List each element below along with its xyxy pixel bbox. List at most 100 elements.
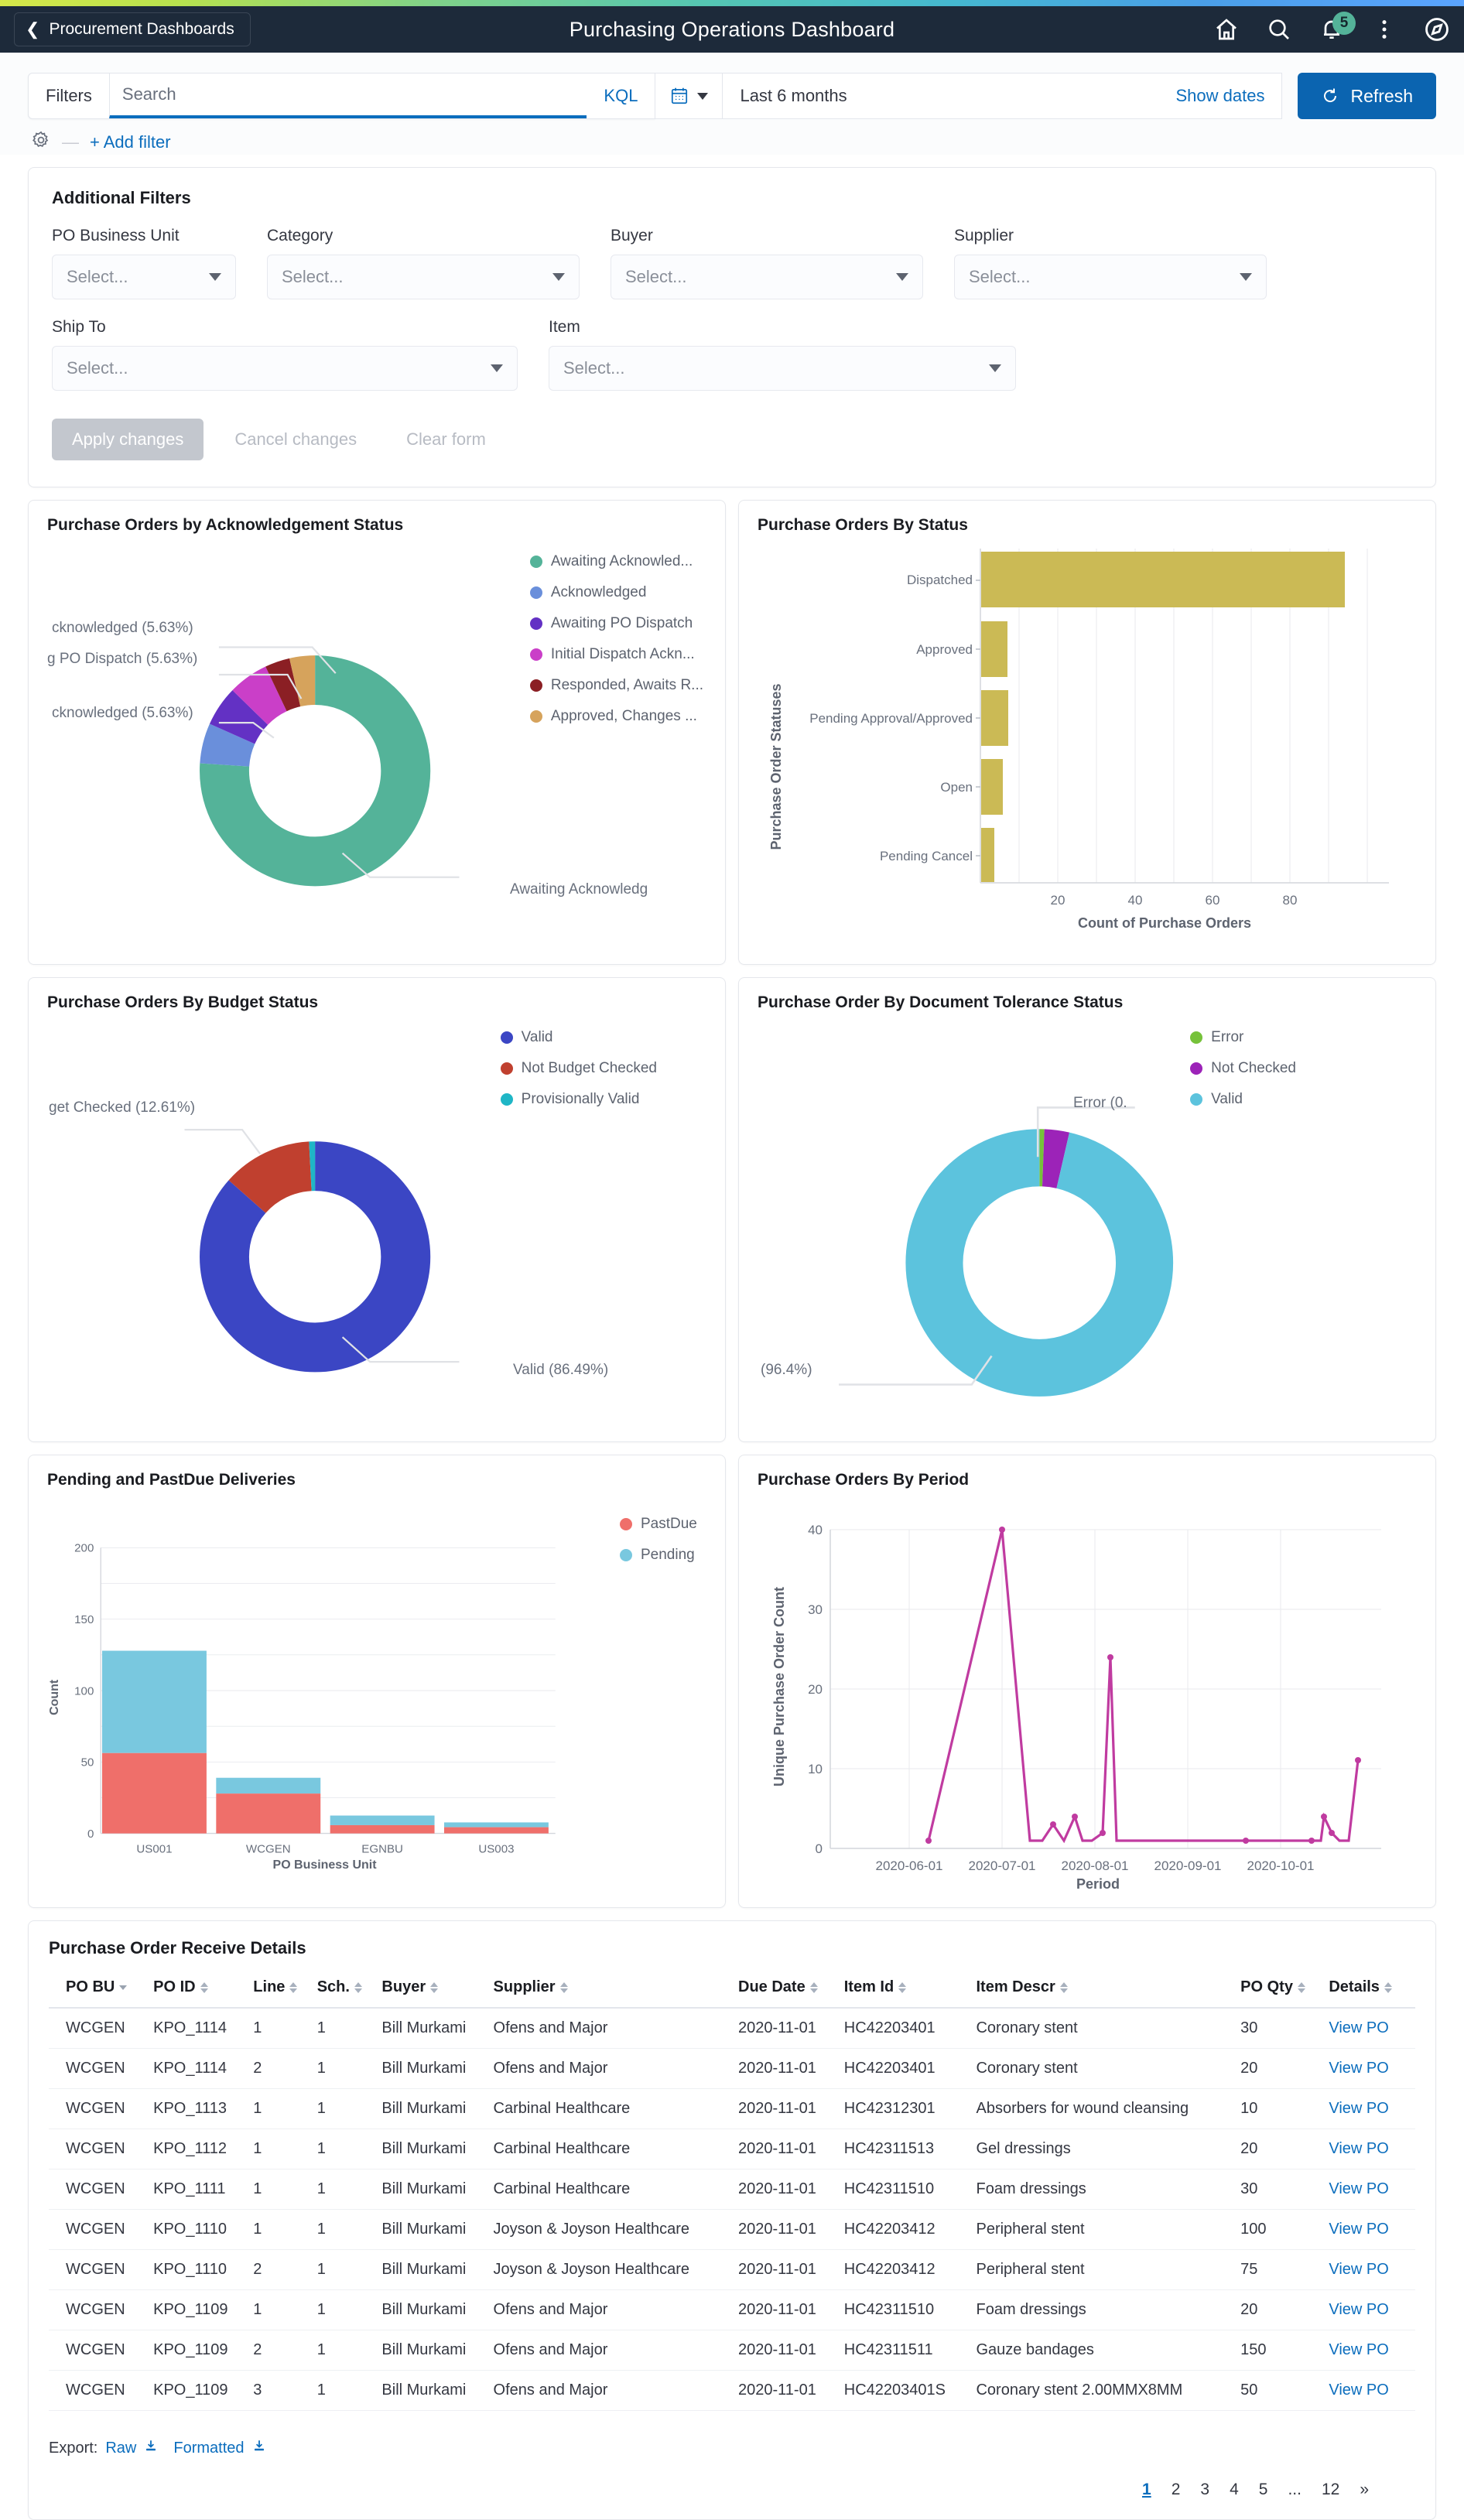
table-cell: 2020-11-01 — [738, 2169, 844, 2210]
kebab-menu-icon[interactable] — [1371, 16, 1397, 43]
legend-item[interactable]: Awaiting Acknowled... — [529, 553, 703, 570]
download-icon[interactable] — [252, 2439, 266, 2457]
table-cell: HC42203412 — [843, 2209, 977, 2250]
chart-canvas: Count — [47, 1489, 706, 1892]
home-icon[interactable] — [1213, 16, 1240, 43]
table-cell: 10 — [1240, 2088, 1329, 2129]
kql-toggle[interactable]: KQL — [604, 86, 638, 105]
view-po-link[interactable]: View PO — [1329, 2330, 1415, 2371]
legend-item[interactable]: Acknowledged — [529, 584, 703, 601]
bar-svg: Purchase Order Statuses — [768, 549, 1389, 931]
export-raw-link[interactable]: Raw — [105, 2439, 137, 2457]
y-tick-label: 10 — [808, 1762, 823, 1776]
x-tick-label: 2020-08-01 — [1062, 1858, 1129, 1873]
legend-item[interactable]: PastDue — [620, 1516, 697, 1533]
col-po-bu[interactable]: PO BU — [49, 1978, 154, 2009]
legend-item[interactable]: Initial Dispatch Ackn... — [529, 646, 703, 663]
search-icon[interactable] — [1266, 16, 1292, 43]
page-link[interactable]: 1 — [1142, 2481, 1151, 2498]
col-po-id[interactable]: PO ID — [153, 1978, 254, 2009]
chart-legend: Awaiting Acknowled... Acknowledged Await… — [529, 553, 703, 725]
add-filter-link[interactable]: + Add filter — [90, 132, 171, 152]
col-line[interactable]: Line — [253, 1978, 317, 2009]
y-tick-label: 30 — [808, 1602, 823, 1617]
chart-canvas: Error (0. (96.4%) Error Not Checked Vali… — [758, 1012, 1417, 1426]
apply-changes-button[interactable]: Apply changes — [52, 419, 204, 460]
breadcrumb-back-button[interactable]: ❮ Procurement Dashboards — [14, 12, 251, 46]
filters-label[interactable]: Filters — [46, 86, 92, 105]
legend-item[interactable]: Approved, Changes ... — [529, 708, 703, 725]
page-link[interactable]: 12 — [1321, 2481, 1340, 2498]
gear-icon[interactable] — [31, 130, 51, 155]
table-cell: 1 — [253, 2128, 317, 2170]
table-cell: Coronary stent 2.00MMX8MM — [976, 2370, 1241, 2411]
legend-item[interactable]: Awaiting PO Dispatch — [529, 615, 703, 632]
refresh-button[interactable]: Refresh — [1298, 73, 1436, 119]
export-row: Export: Raw Formatted — [49, 2439, 1415, 2457]
view-po-link[interactable]: View PO — [1329, 2209, 1415, 2250]
legend-label: Valid — [1211, 1091, 1243, 1107]
legend-item[interactable]: Pending — [620, 1547, 697, 1564]
show-dates-link[interactable]: Show dates — [1175, 86, 1265, 105]
col-buyer[interactable]: Buyer — [381, 1978, 494, 2009]
select-buyer[interactable]: Select... — [611, 255, 923, 299]
donut-callout-1: cknowledged (5.63%) — [52, 620, 193, 636]
col-supplier[interactable]: Supplier — [493, 1978, 739, 2009]
col-details[interactable]: Details — [1329, 1978, 1415, 2009]
legend-item[interactable]: Provisionally Valid — [500, 1091, 657, 1108]
page-link[interactable]: 5 — [1258, 2481, 1268, 2498]
legend-label: Provisionally Valid — [521, 1091, 640, 1107]
x-tick-label: EGNBU — [361, 1842, 403, 1855]
col-due-date[interactable]: Due Date — [738, 1978, 844, 2009]
col-sch[interactable]: Sch. — [316, 1978, 382, 2009]
donut-callout-2: g PO Dispatch (5.63%) — [47, 651, 198, 667]
select-po-business-unit[interactable]: Select... — [52, 255, 236, 299]
col-item-id[interactable]: Item Id — [843, 1978, 977, 2009]
col-item-descr[interactable]: Item Descr — [976, 1978, 1241, 2009]
legend-item[interactable]: Valid — [1190, 1091, 1296, 1108]
chevron-down-icon — [989, 364, 1001, 372]
view-po-link[interactable]: View PO — [1329, 2169, 1415, 2210]
x-axis-title: Period — [1076, 1876, 1120, 1892]
page-link[interactable]: 2 — [1171, 2481, 1181, 2498]
page-link[interactable]: 4 — [1230, 2481, 1239, 2498]
select-value: Select... — [67, 267, 128, 286]
legend-swatch — [529, 617, 542, 630]
page-link[interactable]: » — [1360, 2481, 1369, 2498]
select-supplier[interactable]: Select... — [954, 255, 1267, 299]
col-po-qty[interactable]: PO Qty — [1240, 1978, 1329, 2009]
select-category[interactable]: Select... — [267, 255, 580, 299]
cancel-changes-button[interactable]: Cancel changes — [216, 419, 375, 460]
view-po-link[interactable]: View PO — [1329, 2289, 1415, 2330]
legend-item[interactable]: Error — [1190, 1029, 1296, 1046]
legend-item[interactable]: Not Budget Checked — [500, 1060, 657, 1077]
y-tick-label: 0 — [816, 1841, 823, 1856]
select-ship-to[interactable]: Select... — [52, 346, 518, 391]
date-range-value[interactable]: Last 6 months — [740, 86, 847, 105]
table-body: WCGEN KPO_1114 1 1 Bill Murkami Ofens and Maj… — [49, 2008, 1415, 2411]
export-label: Export: — [49, 2439, 98, 2457]
legend-item[interactable]: Not Checked — [1190, 1060, 1296, 1077]
legend-item[interactable]: Valid — [500, 1029, 657, 1046]
table-row: WCGEN KPO_1109 3 1 Bill Murkami Ofens and Maj… — [49, 2370, 1415, 2411]
view-po-link[interactable]: View PO — [1329, 2048, 1415, 2089]
search-input[interactable] — [109, 74, 587, 115]
page-link[interactable]: 3 — [1200, 2481, 1210, 2498]
legend-item[interactable]: Responded, Awaits R... — [529, 677, 703, 694]
calendar-quick-select-button[interactable] — [655, 74, 723, 118]
clear-form-button[interactable]: Clear form — [388, 419, 505, 460]
query-bar: Filters KQL — [28, 73, 656, 119]
table-cell: Peripheral stent — [976, 2209, 1241, 2250]
select-item[interactable]: Select... — [549, 346, 1016, 391]
view-po-link[interactable]: View PO — [1329, 2128, 1415, 2170]
compass-icon[interactable] — [1424, 16, 1450, 43]
table-cell: HC42311510 — [843, 2289, 977, 2330]
view-po-link[interactable]: View PO — [1329, 2088, 1415, 2129]
view-po-link[interactable]: View PO — [1329, 2249, 1415, 2290]
table-cell: Foam dressings — [976, 2169, 1241, 2210]
bell-icon[interactable]: 5 — [1319, 12, 1356, 43]
view-po-link[interactable]: View PO — [1329, 2370, 1415, 2411]
view-po-link[interactable]: View PO — [1329, 2008, 1415, 2049]
export-formatted-link[interactable]: Formatted — [173, 2439, 245, 2457]
download-icon[interactable] — [144, 2439, 158, 2457]
